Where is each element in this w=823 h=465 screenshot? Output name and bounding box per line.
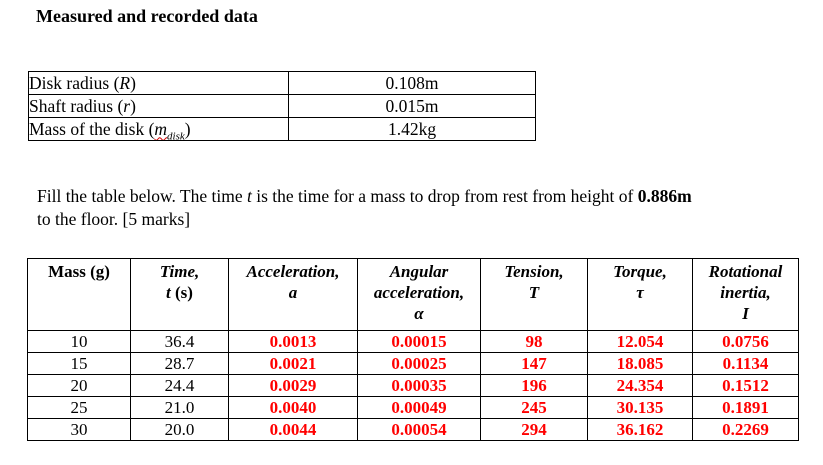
inertia-cell: 0.1512 [692, 374, 799, 397]
variable-symbol: m [154, 118, 168, 139]
inertia-cell: 0.1891 [692, 396, 799, 419]
angular-acceleration-cell: 0.00025 [357, 352, 481, 375]
header-label: Angular acceleration, [373, 262, 465, 302]
measurement-table: Mass (g) Time, t (s) Acceleration, a Angul… [27, 258, 799, 441]
acceleration-cell: 0.0021 [228, 352, 358, 375]
column-header-acceleration: Acceleration, a [228, 258, 358, 331]
acceleration-cell: 0.0044 [228, 418, 358, 441]
table-row: 25 21.0 0.0040 0.00049 245 30.135 0.1891 [27, 396, 799, 419]
acceleration-cell: 0.0040 [228, 396, 358, 419]
angular-acceleration-cell: 0.00049 [357, 396, 481, 419]
instructions-part2: is the time for a mass to drop from rest… [251, 186, 638, 206]
mass-cell: 25 [27, 396, 131, 419]
variable-symbol: r [123, 95, 131, 116]
constant-label-cell: Disk radius (R) [28, 71, 289, 95]
time-cell: 24.4 [130, 374, 229, 397]
column-header-inertia: Rotational inertia, I [692, 258, 799, 331]
column-header-mass: Mass (g) [27, 258, 131, 331]
constant-label-end: ) [184, 118, 191, 139]
header-symbol: τ [636, 283, 644, 302]
header-symbol: T [528, 283, 540, 302]
angular-acceleration-cell: 0.00054 [357, 418, 481, 441]
constant-value-cell: 0.015m [288, 94, 536, 118]
constant-label-end: ) [130, 72, 136, 93]
column-header-angular-acceleration: Angular acceleration, α [357, 258, 481, 331]
mass-cell: 20 [27, 374, 131, 397]
table-row: 30 20.0 0.0044 0.00054 294 36.162 0.2269 [27, 418, 799, 441]
column-header-time: Time, t (s) [130, 258, 229, 331]
shaft-radius-row: Shaft radius (r) 0.015m [28, 94, 536, 118]
inertia-cell: 0.1134 [692, 352, 799, 375]
torque-cell: 12.054 [587, 330, 693, 353]
tension-cell: 196 [480, 374, 588, 397]
disk-mass-row: Mass of the disk (mdisk) 1.42kg [28, 117, 536, 141]
constant-label-end: ) [130, 95, 136, 116]
constant-label: Disk radius ( [29, 72, 120, 93]
acceleration-cell: 0.0029 [228, 374, 358, 397]
tension-cell: 245 [480, 396, 588, 419]
table-row: 15 28.7 0.0021 0.00025 147 18.085 0.1134 [27, 352, 799, 375]
time-cell: 20.0 [130, 418, 229, 441]
torque-cell: 36.162 [587, 418, 693, 441]
section-title: Measured and recorded data [36, 6, 258, 26]
constants-table: Disk radius (R) 0.108m Shaft radius (r) … [28, 71, 536, 141]
mass-cell: 30 [27, 418, 131, 441]
header-label: Rotational inertia, [708, 262, 783, 302]
mass-cell: 10 [27, 330, 131, 353]
constant-value-cell: 1.42kg [288, 117, 536, 141]
instructions-part3: to the floor. [5 marks] [37, 209, 191, 229]
table-row: 10 36.4 0.0013 0.00015 98 12.054 0.0756 [27, 330, 799, 353]
column-header-torque: Torque, τ [587, 258, 693, 331]
angular-acceleration-cell: 0.00015 [357, 330, 481, 353]
tension-cell: 147 [480, 352, 588, 375]
constant-label: Mass of the disk ( [29, 118, 155, 139]
header-label: Mass (g) [48, 262, 110, 281]
acceleration-cell: 0.0013 [228, 330, 358, 353]
header-label: Torque, [613, 262, 667, 281]
header-suffix: (s) [170, 283, 193, 302]
constant-label-cell: Mass of the disk (mdisk) [28, 117, 289, 141]
variable-symbol: R [119, 72, 131, 93]
height-value: 0.886m [637, 186, 692, 206]
inertia-cell: 0.2269 [692, 418, 799, 441]
variable-subscript: disk [167, 130, 185, 141]
torque-cell: 30.135 [587, 396, 693, 419]
time-variable: t [246, 186, 252, 206]
constant-value-cell: 0.108m [288, 71, 536, 95]
torque-cell: 24.354 [587, 374, 693, 397]
tension-cell: 98 [480, 330, 588, 353]
constant-label-cell: Shaft radius (r) [28, 94, 289, 118]
time-cell: 21.0 [130, 396, 229, 419]
time-cell: 36.4 [130, 330, 229, 353]
instructions-part1: Fill the table below. The time [37, 186, 247, 206]
angular-acceleration-cell: 0.00035 [357, 374, 481, 397]
header-symbol: I [742, 304, 749, 323]
variable-with-subscript: mdisk [154, 118, 185, 141]
column-header-tension: Tension, T [480, 258, 588, 331]
tension-cell: 294 [480, 418, 588, 441]
disk-radius-row: Disk radius (R) 0.108m [28, 71, 536, 95]
header-row: Mass (g) Time, t (s) Acceleration, a Angul… [27, 258, 799, 331]
time-cell: 28.7 [130, 352, 229, 375]
header-symbol: t [166, 283, 171, 302]
table-row: 20 24.4 0.0029 0.00035 196 24.354 0.1512 [27, 374, 799, 397]
header-symbol: a [288, 283, 298, 302]
mass-cell: 15 [27, 352, 131, 375]
instructions-text: Fill the table below. The time t is the … [37, 185, 823, 231]
header-label: Acceleration, [246, 262, 340, 281]
torque-cell: 18.085 [587, 352, 693, 375]
header-symbol: α [414, 304, 424, 323]
inertia-cell: 0.0756 [692, 330, 799, 353]
constant-label: Shaft radius ( [29, 95, 124, 116]
header-label: Time, [159, 262, 200, 281]
header-label: Tension, [504, 262, 564, 281]
